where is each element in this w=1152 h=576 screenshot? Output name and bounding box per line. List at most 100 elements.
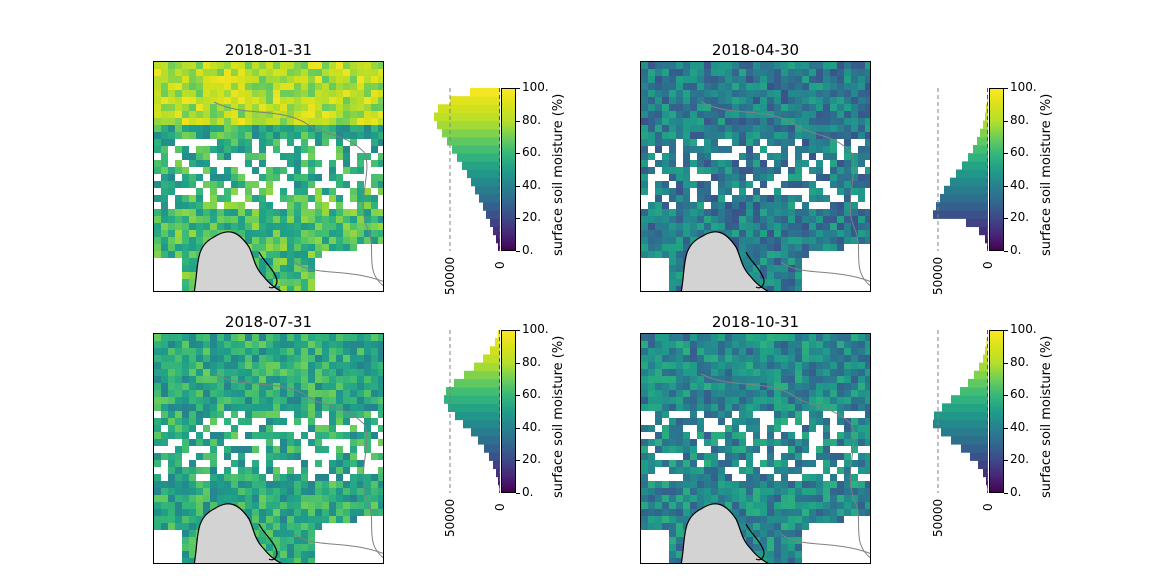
- map-pixel: [767, 481, 774, 488]
- map-raster: [641, 334, 870, 563]
- map-pixel: [343, 223, 350, 230]
- map-pixel: [357, 432, 364, 439]
- map-pixel: [739, 188, 746, 195]
- map-pixel: [683, 397, 690, 404]
- map-pixel: [189, 258, 196, 265]
- map-pixel: [175, 244, 182, 251]
- map-pixel: [371, 369, 378, 376]
- map-pixel: [343, 181, 350, 188]
- map-pixel: [774, 62, 781, 69]
- map-pixel: [329, 76, 336, 83]
- map-pixel: [343, 97, 350, 104]
- map-pixel: [711, 334, 718, 341]
- map-pixel: [865, 390, 870, 397]
- map-pixel: [252, 446, 259, 453]
- map-pixel: [683, 488, 690, 495]
- map-pixel: [690, 390, 697, 397]
- map-pixel: [816, 195, 823, 202]
- map-pixel: [266, 90, 273, 97]
- map-pixel: [788, 453, 795, 460]
- map-pixel: [154, 509, 161, 516]
- map-pixel: [287, 488, 294, 495]
- map-pixel: [168, 523, 175, 530]
- map-pixel: [315, 460, 322, 467]
- map-pixel: [725, 474, 732, 481]
- colorbar: [989, 330, 1004, 493]
- map-pixel: [161, 153, 168, 160]
- map-pixel: [336, 76, 343, 83]
- map-pixel: [732, 488, 739, 495]
- map-pixel: [802, 104, 809, 111]
- map-pixel: [676, 83, 683, 90]
- map-pixel: [238, 216, 245, 223]
- map-pixel: [301, 132, 308, 139]
- histogram-bar: [471, 177, 500, 187]
- map-pixel: [245, 195, 252, 202]
- map-pixel: [816, 502, 823, 509]
- map-pixel: [280, 272, 287, 279]
- map-pixel: [189, 230, 196, 237]
- map-pixel: [371, 111, 378, 118]
- map-pixel: [788, 446, 795, 453]
- map-pixel: [168, 425, 175, 432]
- map-pixel: [844, 488, 851, 495]
- map-pixel: [669, 118, 676, 125]
- map-pixel: [746, 425, 753, 432]
- map-pixel: [823, 348, 830, 355]
- map-pixel: [718, 209, 725, 216]
- map-pixel: [301, 202, 308, 209]
- map-pixel: [259, 160, 266, 167]
- map-pixel: [161, 376, 168, 383]
- map-pixel: [266, 481, 273, 488]
- colorbar-tick: [1004, 121, 1008, 122]
- map-pixel: [378, 334, 383, 341]
- map-pixel: [711, 167, 718, 174]
- map-pixel: [704, 376, 711, 383]
- map-pixel: [301, 90, 308, 97]
- map-pixel: [301, 209, 308, 216]
- map-pixel: [858, 160, 865, 167]
- map-pixel: [364, 481, 371, 488]
- map-pixel: [266, 390, 273, 397]
- map-pixel: [182, 195, 189, 202]
- map-pixel: [301, 390, 308, 397]
- map-pixel: [259, 153, 266, 160]
- map-pixel: [224, 488, 231, 495]
- map-pixel: [802, 111, 809, 118]
- map-pixel: [343, 369, 350, 376]
- map-pixel: [217, 181, 224, 188]
- map-pixel: [823, 153, 830, 160]
- map-pixel: [767, 244, 774, 251]
- map-pixel: [203, 97, 210, 104]
- map-pixel: [809, 111, 816, 118]
- map-pixel: [357, 153, 364, 160]
- map-pixel: [378, 83, 383, 90]
- map-pixel: [830, 362, 837, 369]
- map-pixel: [865, 488, 870, 495]
- map-pixel: [357, 167, 364, 174]
- map-pixel: [231, 188, 238, 195]
- map-pixel: [287, 237, 294, 244]
- map-pixel: [676, 481, 683, 488]
- map-pixel: [294, 265, 301, 272]
- map-pixel: [830, 341, 837, 348]
- map-pixel: [329, 383, 336, 390]
- map-pixel: [301, 467, 308, 474]
- map-pixel: [802, 125, 809, 132]
- map-pixel: [837, 348, 844, 355]
- map-pixel: [371, 160, 378, 167]
- map-pixel: [753, 132, 760, 139]
- map-pixel: [371, 362, 378, 369]
- map-pixel: [795, 251, 802, 258]
- map-pixel: [830, 90, 837, 97]
- map-pixel: [245, 188, 252, 195]
- map-pixel: [189, 481, 196, 488]
- map-pixel: [315, 62, 322, 69]
- map-pixel: [154, 139, 161, 146]
- map-pixel: [161, 439, 168, 446]
- map-pixel: [336, 453, 343, 460]
- map-pixel: [676, 404, 683, 411]
- map-pixel: [816, 90, 823, 97]
- map-pixel: [294, 383, 301, 390]
- map-pixel: [655, 125, 662, 132]
